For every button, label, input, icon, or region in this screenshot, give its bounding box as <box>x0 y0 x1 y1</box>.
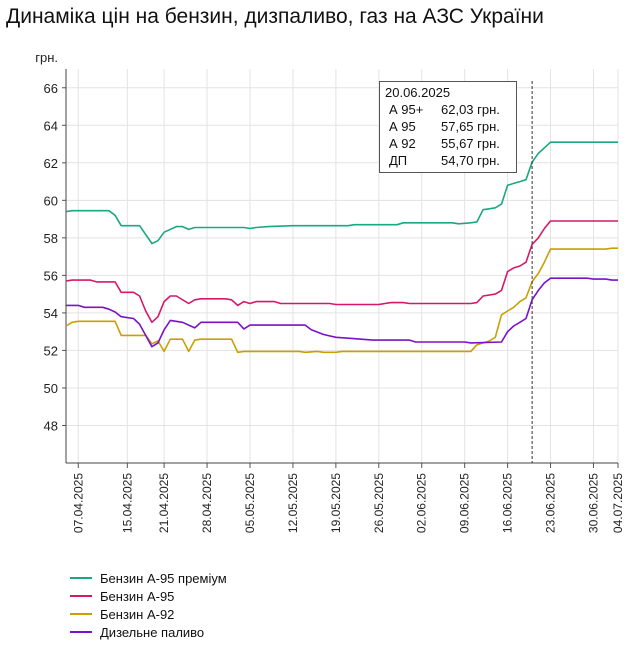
tooltip-row: А 95 57,65 грн. <box>385 118 512 135</box>
x-tick-label: 09.06.2025 <box>458 473 472 533</box>
legend-swatch <box>70 595 92 597</box>
tooltip-row: А 92 55,67 грн. <box>385 135 512 152</box>
series-line <box>65 141 618 245</box>
y-tick-label: 62 <box>44 156 58 171</box>
legend-swatch <box>70 613 92 615</box>
x-tick-label: 15.04.2025 <box>120 473 134 533</box>
axes: 48 50 52 54 56 58 60 62 64 66 грн. 07.04.2025 15.04.… <box>35 50 625 533</box>
series-lines <box>65 141 618 354</box>
tooltip-date: 20.06.2025 <box>385 85 451 100</box>
series-line <box>65 247 618 354</box>
tooltip-row: ДП 54,70 грн. <box>385 152 512 169</box>
x-tick-label: 26.05.2025 <box>372 473 386 533</box>
legend-label: Бензин А-92 <box>100 606 175 622</box>
tooltip-label: А 95 <box>389 119 416 134</box>
tooltip-value: 57,65 грн. <box>441 119 500 134</box>
legend-label: Бензин А-95 преміум <box>100 570 227 586</box>
x-tick-label: 16.06.2025 <box>501 473 515 533</box>
tooltip-label: ДП <box>389 153 408 168</box>
x-tick-label: 05.05.2025 <box>243 473 257 533</box>
tooltip-value: 55,67 грн. <box>441 136 500 151</box>
y-tick-label: 48 <box>44 418 58 433</box>
x-tick-label: 28.04.2025 <box>200 473 214 533</box>
legend-label: Бензин А-95 <box>100 588 175 604</box>
hover-tooltip: 20.06.2025 А 95+ 62,03 грн. А 95 57,65 г… <box>379 81 517 173</box>
y-tick-label: 58 <box>44 231 58 246</box>
legend-item[interactable]: Бензин А-92 <box>70 605 227 623</box>
chart-title: Динаміка цін на бензин, дизпаливо, газ н… <box>6 5 544 28</box>
legend-label: Дизельне паливо <box>100 624 205 640</box>
x-tick-label: 12.05.2025 <box>286 473 300 533</box>
y-axis-label: грн. <box>35 50 58 65</box>
tooltip-label: А 92 <box>389 136 416 151</box>
legend-item[interactable]: Дизельне паливо <box>70 623 227 641</box>
y-tick-label: 52 <box>44 343 58 358</box>
x-tick-label: 21.04.2025 <box>157 473 171 533</box>
y-tick-label: 66 <box>44 81 58 96</box>
x-tick-label: 04.07.2025 <box>611 473 625 533</box>
tooltip-label: А 95+ <box>389 102 424 117</box>
x-tick-label: 19.05.2025 <box>329 473 343 533</box>
x-tick-label: 02.06.2025 <box>415 473 429 533</box>
series-line <box>66 277 618 348</box>
tooltip-value: 62,03 грн. <box>441 102 500 117</box>
line-chart[interactable]: 48 50 52 54 56 58 60 62 64 66 грн. 07.04.2025 15.04.… <box>0 0 631 560</box>
y-tick-label: 50 <box>44 381 58 396</box>
x-tick-label: 07.04.2025 <box>71 473 85 533</box>
y-tick-label: 64 <box>44 118 58 133</box>
y-tick-label: 54 <box>44 306 58 321</box>
tooltip-value: 54,70 грн. <box>441 153 500 168</box>
legend-item[interactable]: Бензин А-95 <box>70 587 227 605</box>
x-tick-label: 23.06.2025 <box>544 473 558 533</box>
series-line <box>65 220 618 324</box>
gridlines <box>66 69 619 463</box>
y-tick-label: 60 <box>44 193 58 208</box>
legend-swatch <box>70 631 92 633</box>
legend-swatch <box>70 577 92 579</box>
x-tick-label: 30.06.2025 <box>586 473 600 533</box>
tooltip-row: А 95+ 62,03 грн. <box>385 101 512 118</box>
legend: Бензин А-95 преміум Бензин А-95 Бензин А… <box>70 569 227 641</box>
legend-item[interactable]: Бензин А-95 преміум <box>70 569 227 587</box>
y-tick-label: 56 <box>44 268 58 283</box>
